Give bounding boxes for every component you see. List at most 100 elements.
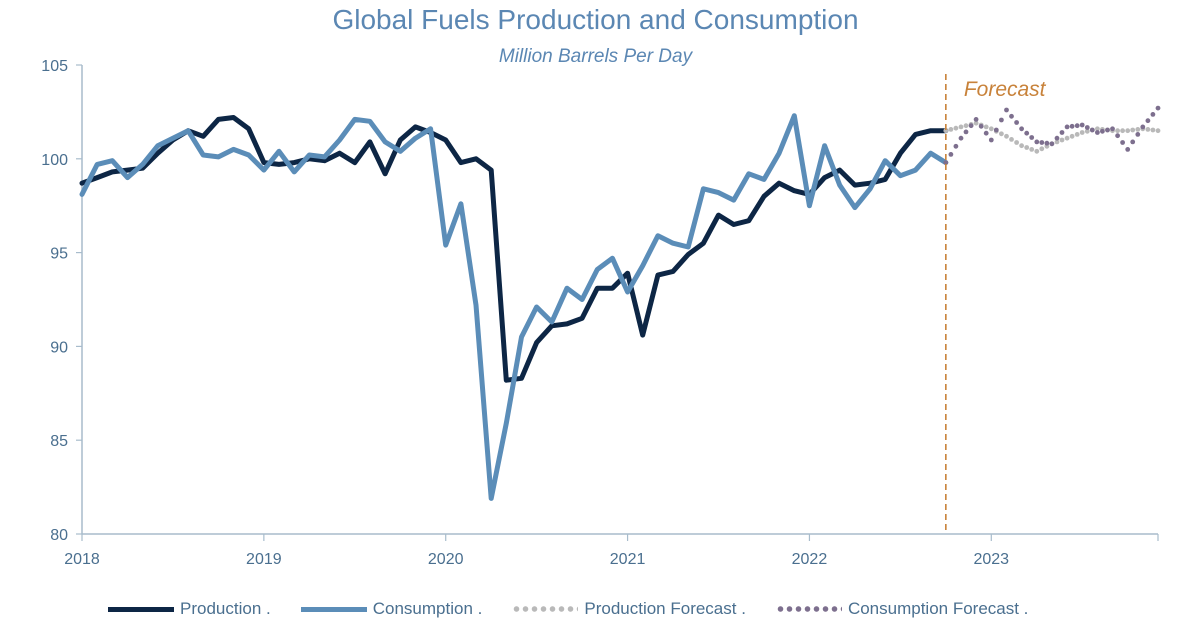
chart-title: Global Fuels Production and Consumption [332, 4, 859, 35]
forecast-dot [1074, 132, 1080, 137]
forecast-dot [1125, 128, 1131, 134]
y-tick-label: 100 [41, 152, 68, 169]
forecast-dot [999, 131, 1004, 137]
forecast-dot [1059, 137, 1065, 143]
forecast-dot [1120, 128, 1125, 134]
forecast-dot [1029, 135, 1035, 140]
y-tick-group: 80 85 90 95 100 105 [41, 58, 82, 544]
forecast-dot [988, 137, 994, 143]
forecast-dot [1024, 130, 1030, 136]
legend-item-production: Production . [108, 599, 271, 619]
legend-swatch-consumption-forecast [775, 606, 842, 612]
forecast-dot [1105, 127, 1110, 133]
forecast-dot [1019, 126, 1024, 132]
forecast-dot [1115, 128, 1120, 134]
forecast-dot [958, 124, 964, 130]
forecast-dot [968, 123, 974, 129]
legend-label-consumption: Consumption . [372, 599, 483, 618]
forecast-dot [1145, 126, 1151, 132]
forecast-dot [953, 143, 959, 149]
forecast-dot [948, 126, 954, 132]
forecast-dot [1009, 113, 1014, 119]
forecast-dot [943, 128, 949, 134]
forecast-dot [1044, 140, 1050, 146]
x-tick-label: 2022 [792, 551, 828, 568]
forecast-dot [1125, 147, 1131, 152]
forecast-dot [1009, 137, 1014, 142]
forecast-dot [943, 160, 949, 166]
forecast-dot [1100, 128, 1105, 134]
forecast-dot [1120, 140, 1125, 145]
y-tick-label: 90 [50, 339, 68, 356]
forecast-annotation: Forecast [964, 78, 1047, 101]
forecast-dot [1089, 127, 1095, 133]
legend-swatch-consumption [300, 606, 367, 612]
y-tick-label: 105 [41, 58, 68, 75]
legend-swatch-production [108, 606, 174, 612]
legend-item-consumption-forecast: Consumption Forecast . [775, 599, 1028, 619]
forecast-dot [963, 129, 969, 135]
forecast-dot [1039, 140, 1045, 145]
forecast-dot [1014, 140, 1019, 145]
forecast-dot [1150, 112, 1156, 117]
legend-label-production: Production . [180, 599, 271, 618]
forecast-dot [1034, 139, 1040, 145]
forecast-dot [1019, 143, 1024, 149]
x-tick-label: 2019 [246, 551, 282, 568]
forecast-dot [1150, 127, 1156, 133]
forecast-dot [1155, 128, 1161, 134]
chart-subtitle: Million Barrels Per Day [498, 46, 693, 67]
legend-item-consumption: Consumption . [300, 599, 483, 619]
forecast-dot [1115, 133, 1120, 139]
forecast-dot [948, 152, 954, 157]
forecast-dot [1135, 132, 1141, 137]
series-group [79, 105, 1161, 501]
forecast-dot [1039, 146, 1045, 152]
forecast-dot [978, 123, 984, 129]
x-tick-label: 2023 [973, 551, 1009, 568]
forecast-dot [1155, 105, 1161, 111]
forecast-dot [958, 135, 964, 141]
forecast-dot [1004, 133, 1009, 139]
series-dots-consumption-forecast [943, 105, 1161, 166]
forecast-dot [1079, 122, 1085, 128]
forecast-dot [1024, 145, 1030, 150]
forecast-dot [1074, 123, 1080, 129]
forecast-dot [993, 127, 999, 133]
forecast-dot [1059, 130, 1065, 135]
forecast-dot [1084, 125, 1090, 130]
forecast-dot [1069, 123, 1075, 129]
forecast-dot [1029, 147, 1035, 152]
forecast-dot [1054, 135, 1060, 141]
forecast-dot [1064, 135, 1070, 141]
x-tick-label: 2018 [64, 551, 100, 568]
forecast-dot [1034, 148, 1040, 154]
forecast-dot [1110, 126, 1115, 132]
y-tick-label: 80 [50, 527, 68, 544]
forecast-dot [999, 117, 1004, 123]
forecast-dot [1064, 124, 1070, 130]
series-line-consumption [79, 113, 949, 501]
forecast-dot [973, 120, 979, 126]
forecast-dot [963, 123, 969, 129]
forecast-dot [1004, 107, 1009, 113]
x-tick-label: 2020 [428, 551, 464, 568]
y-tick-label: 95 [50, 246, 68, 263]
forecast-dot [1145, 118, 1151, 124]
forecast-dot [983, 130, 989, 136]
x-tick-group: 2018 2019 2020 2021 2022 2023 [64, 534, 1159, 568]
forecast-dot [1014, 120, 1019, 125]
chart-legend: Production . Consumption . Production Fo… [108, 597, 1058, 621]
forecast-dot [983, 124, 989, 130]
forecast-dot [1049, 141, 1055, 147]
forecast-dot [1079, 130, 1085, 135]
forecast-dot [1095, 130, 1100, 135]
forecast-dot [1084, 128, 1090, 134]
forecast-dot [953, 125, 959, 131]
forecast-dot [1069, 133, 1075, 139]
y-tick-label: 85 [50, 433, 68, 450]
forecast-dot [1135, 126, 1141, 132]
legend-swatch-production-forecast [512, 606, 579, 612]
legend-item-production-forecast: Production Forecast . [512, 599, 746, 619]
